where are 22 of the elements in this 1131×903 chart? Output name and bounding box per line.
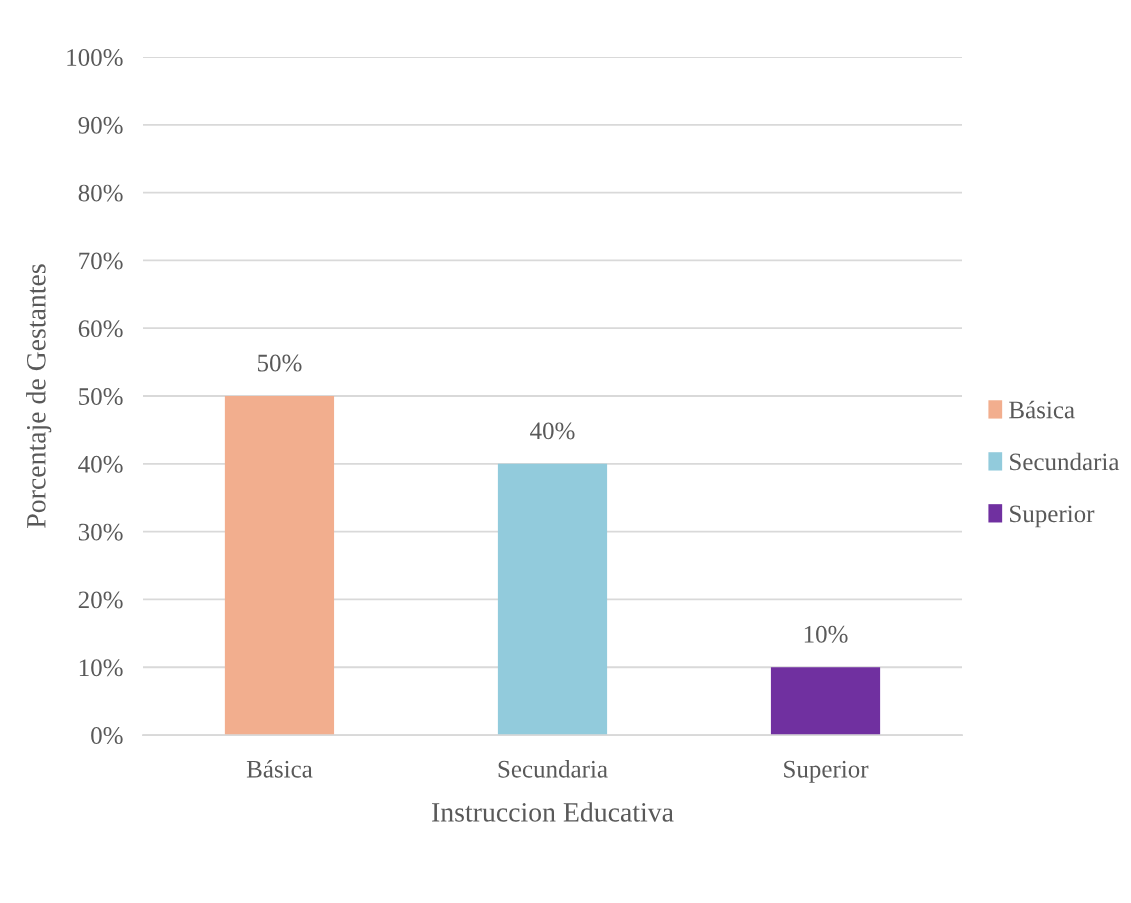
data-label: 50% [258,354,302,372]
y-tick-label: 50% [79,388,123,406]
y-tick-label: 90% [78,116,123,134]
y-tick-label: 20% [78,591,123,609]
x-tick-label: Superior [784,760,869,783]
y-tick-label: 40% [78,455,123,473]
x-tick-label: Básica [246,760,313,778]
y-tick-label: 80% [78,184,123,202]
y-tick-label: 30% [78,523,123,541]
y-tick-label: 100% [67,49,123,66]
legend-label: Básica [1009,400,1075,419]
y-axis-title: Porcentaje de Gestantes [26,264,52,528]
y-tick-label: 60% [78,320,123,338]
legend-label: Secundaria [1010,452,1120,471]
x-tick-label: Secundaria [498,760,608,778]
y-tick-label: 0% [91,727,123,745]
data-label: 40% [530,422,575,440]
data-label: 10% [804,625,848,643]
legend-label: Superior [1010,505,1095,528]
x-axis-title: Instruccion Educativa [432,802,674,822]
y-tick-label: 70% [79,252,123,270]
y-tick-label: 10% [79,659,123,677]
